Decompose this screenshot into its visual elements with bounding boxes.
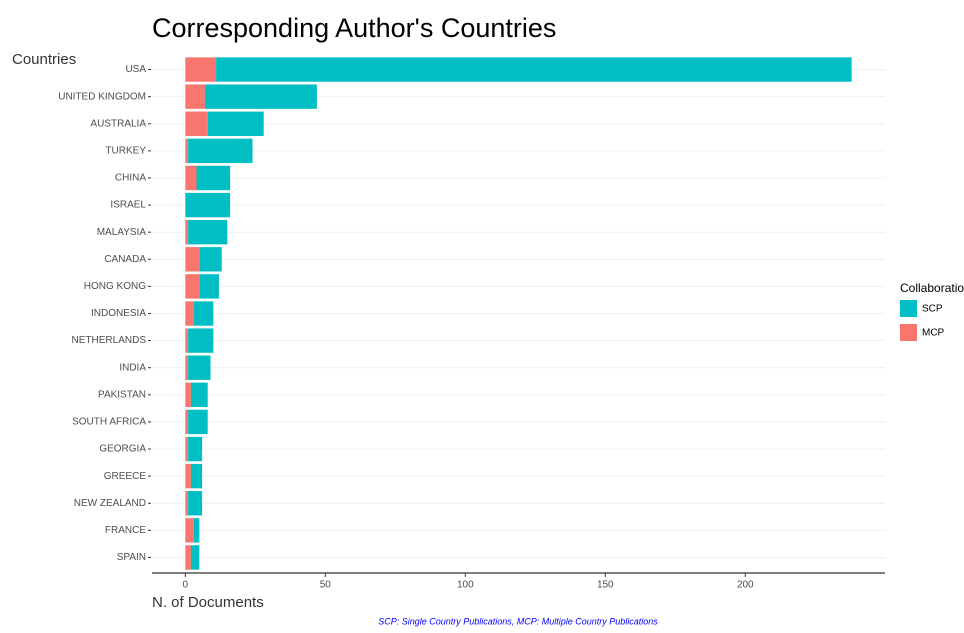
- legend-title: Collaboration: [900, 281, 964, 295]
- bar-segment: [199, 274, 219, 299]
- bar-segment: [185, 192, 231, 218]
- y-tick-label: HONG KONG: [84, 281, 146, 292]
- bar-segment: [185, 301, 194, 326]
- bar-segment: [196, 165, 231, 191]
- chart-title: Corresponding Author's Countries: [152, 13, 556, 43]
- bar-segment: [185, 382, 191, 408]
- bar-segment: [204, 84, 317, 109]
- bar-segment: [188, 355, 211, 380]
- y-tick-label: PAKISTAN: [98, 389, 146, 400]
- y-tick-label: CHINA: [115, 173, 146, 184]
- y-tick-label: NETHERLANDS: [72, 335, 147, 346]
- bar-segment: [185, 247, 200, 272]
- y-tick-label: AUSTRALIA: [90, 118, 146, 129]
- y-tick-label: SPAIN: [117, 552, 146, 563]
- x-tick-label: 50: [320, 580, 332, 591]
- bar-segment: [190, 382, 208, 408]
- y-tick-label: GREECE: [104, 471, 147, 482]
- bar-segment: [185, 409, 189, 435]
- bar-segment: [188, 491, 203, 516]
- bar-segment: [188, 219, 228, 245]
- legend-swatch: [900, 324, 917, 341]
- x-tick-label: 200: [737, 580, 754, 591]
- bar-segment: [190, 545, 200, 570]
- bar-segment: [185, 518, 194, 543]
- bar-segment: [199, 247, 222, 272]
- caption: SCP: Single Country Publications, MCP: M…: [378, 616, 658, 626]
- bar-segment: [185, 219, 189, 245]
- bar-segment: [185, 138, 189, 164]
- legend-label: SCP: [922, 304, 943, 315]
- bar-segment: [185, 111, 208, 136]
- bar-segment: [185, 545, 191, 570]
- y-tick-label: CANADA: [104, 254, 146, 265]
- x-tick-label: 0: [183, 580, 189, 591]
- x-axis-label: N. of Documents: [152, 594, 264, 611]
- bar-segment: [185, 463, 191, 489]
- bar-segment: [207, 111, 264, 136]
- legend-swatch: [900, 300, 917, 317]
- y-tick-label: INDONESIA: [91, 308, 146, 319]
- bar-segment: [185, 328, 189, 353]
- bar-segment: [185, 57, 217, 82]
- bar-segment: [185, 491, 189, 516]
- bar-segment: [185, 274, 200, 299]
- y-tick-label: NEW ZEALAND: [74, 498, 146, 509]
- y-axis-label: Countries: [12, 51, 76, 68]
- bar-segment: [193, 301, 214, 326]
- y-tick-label: ISRAEL: [110, 200, 146, 211]
- bar-segment: [185, 355, 189, 380]
- bar-segment: [185, 165, 197, 191]
- bar-segment: [193, 518, 200, 543]
- y-tick-label: INDIA: [119, 362, 146, 373]
- bar-segment: [188, 409, 208, 435]
- bar-segment: [188, 138, 253, 164]
- y-tick-label: TURKEY: [105, 146, 146, 157]
- y-tick-label: GEORGIA: [99, 444, 146, 455]
- y-tick-label: FRANCE: [105, 525, 146, 536]
- x-tick-label: 100: [457, 580, 474, 591]
- y-tick-label: UNITED KINGDOM: [58, 91, 146, 102]
- bar-segment: [185, 84, 205, 109]
- bar-segment: [216, 57, 852, 82]
- y-tick-label: MALAYSIA: [97, 227, 147, 238]
- bar-segment: [190, 463, 203, 489]
- bar-segment: [185, 436, 189, 462]
- y-tick-label: USA: [125, 64, 146, 75]
- legend-label: MCP: [922, 328, 945, 339]
- bar-segment: [188, 436, 203, 462]
- bar-segment: [188, 328, 214, 353]
- x-tick-label: 150: [597, 580, 614, 591]
- y-tick-label: SOUTH AFRICA: [72, 417, 146, 428]
